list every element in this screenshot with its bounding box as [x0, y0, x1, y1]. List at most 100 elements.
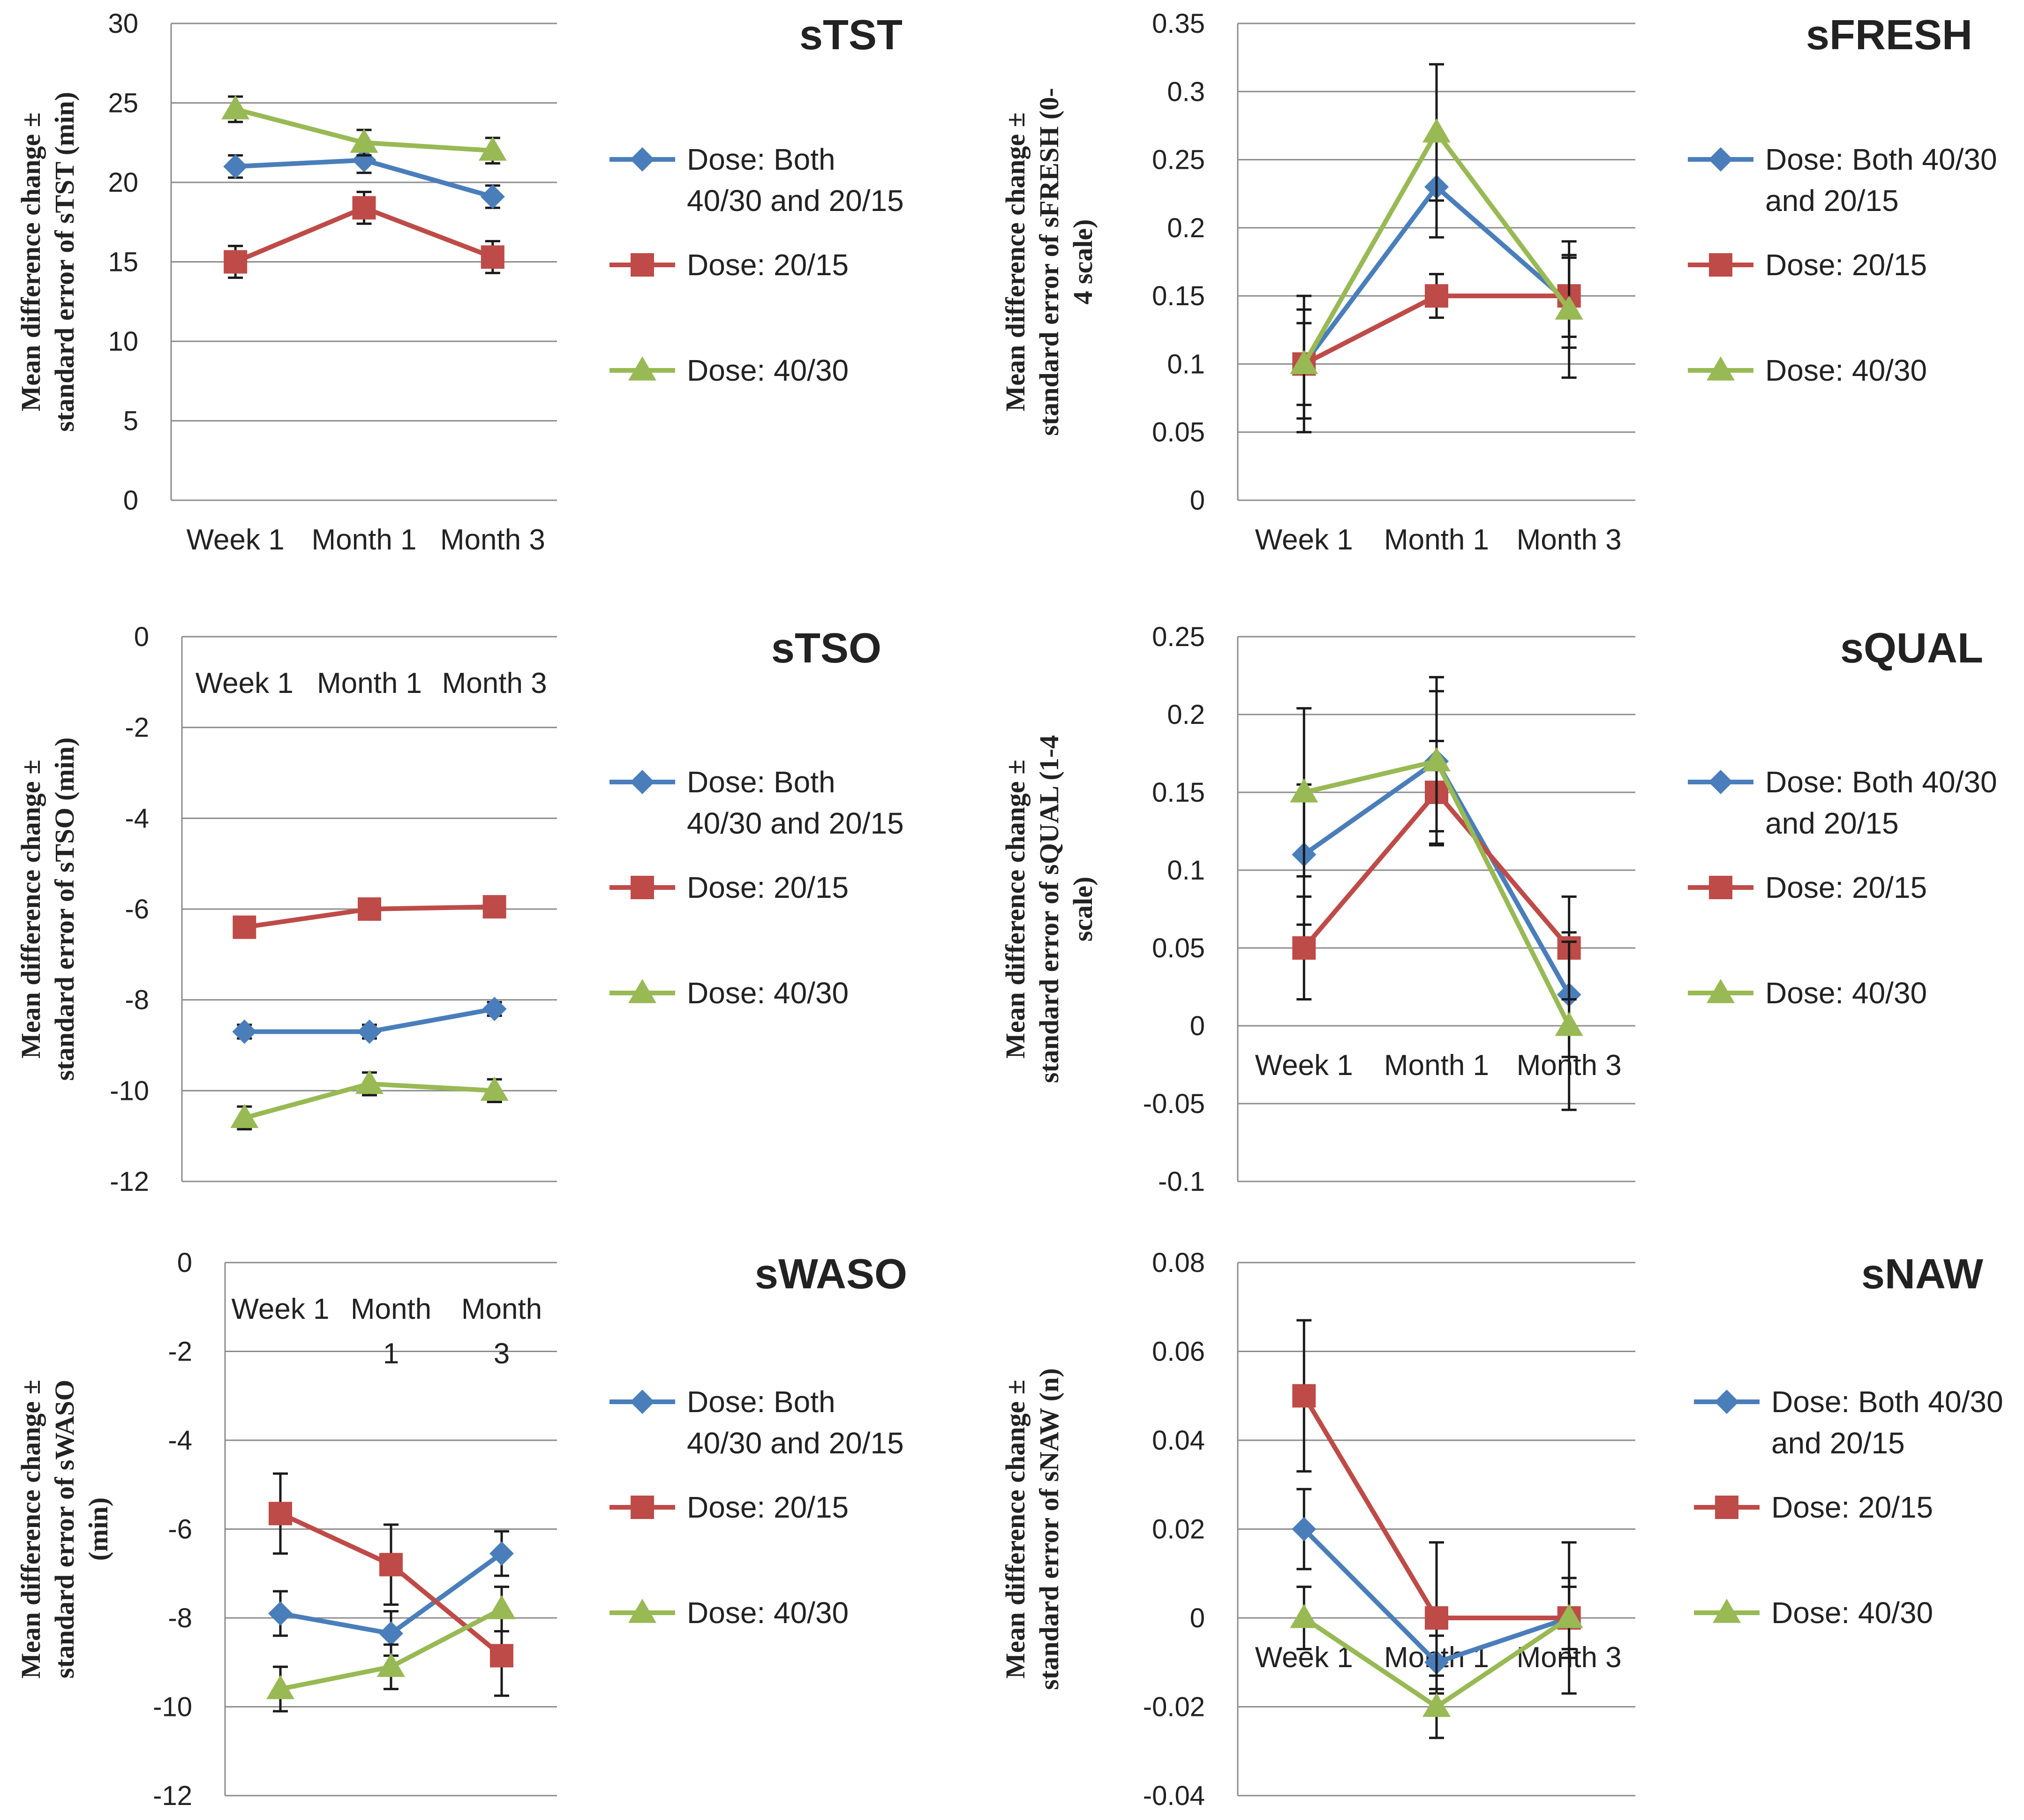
series-high	[1290, 676, 1583, 1111]
data-point	[230, 1104, 259, 1128]
y-tick-label: 15	[108, 247, 138, 278]
y-tick-label: 0	[1190, 485, 1205, 516]
y-axis-label: Mean difference change ±	[15, 113, 46, 412]
data-point	[224, 250, 248, 274]
legend-label: Dose: 40/30	[1771, 1596, 1933, 1630]
x-tick-label: Week 1	[187, 524, 285, 556]
y-tick-label: 0.05	[1152, 933, 1205, 963]
legend-item-low: Dose: 20/15	[609, 871, 849, 904]
legend-marker	[628, 979, 656, 1003]
series-low	[1292, 1319, 1581, 1695]
data-point	[358, 897, 381, 921]
data-point	[1422, 118, 1451, 143]
data-point	[1290, 350, 1318, 375]
legend-item-high: Dose: 40/30	[1694, 1596, 1933, 1630]
legend-label: Dose: 20/15	[687, 248, 849, 282]
legend-marker	[1715, 1390, 1739, 1414]
y-tick-label: 0.2	[1167, 213, 1205, 243]
x-tick-label: Month 3	[1517, 524, 1622, 556]
y-tick-label: 0.25	[1152, 622, 1205, 652]
y-tick-label: -4	[125, 803, 149, 834]
legend-item-high: Dose: 40/30	[1688, 976, 1927, 1010]
chart-panel-sTST: 0 5 10 15 20 25 30 Week 1 Month 1 Month 3 sTST Mean…	[15, 8, 904, 556]
data-point	[379, 1621, 403, 1646]
series-both	[268, 1530, 514, 1657]
x-tick-label: Week 1	[231, 1293, 329, 1325]
data-point	[478, 136, 507, 161]
y-axis-label: standard error of sTST (min)	[49, 92, 80, 432]
legend-label: Dose: Both 40/30	[1765, 765, 1997, 799]
y-tick-label: 0.1	[1167, 855, 1205, 886]
y-axis-label: Mean difference change ±	[1000, 113, 1031, 412]
data-point	[232, 1019, 257, 1044]
y-axis-label: standard error of sFRESH (0-	[1034, 88, 1064, 436]
data-point	[268, 1601, 293, 1626]
y-tick-label: -6	[168, 1514, 192, 1545]
legend-item-both: Dose: Both 40/30 and 20/15	[609, 765, 904, 840]
data-point	[233, 915, 256, 939]
data-point	[1555, 295, 1583, 320]
y-axis-label: Mean difference change ±	[1000, 1380, 1031, 1679]
legend-marker	[1707, 356, 1735, 381]
y-tick-label: 20	[108, 167, 138, 198]
legend-marker	[630, 1390, 655, 1414]
legend-marker	[631, 876, 654, 899]
legend-marker	[628, 1599, 656, 1623]
y-tick-label: 0.15	[1152, 281, 1205, 311]
chart-panel-sFRESH: 0 0.05 0.1 0.15 0.2 0.25 0.3 0.35 Week 1 Month 1 M…	[1000, 8, 1997, 556]
x-tick-label: Week 1	[196, 667, 293, 699]
legend-marker	[1709, 253, 1732, 277]
data-point	[480, 184, 505, 209]
data-point	[480, 1076, 509, 1101]
y-axis-label: Mean difference change ±	[1000, 760, 1031, 1059]
legend-item-high: Dose: 40/30	[609, 353, 849, 387]
legend-item-both: Dose: Both 40/30 and 20/15	[1688, 143, 1997, 218]
y-tick-label: 30	[108, 8, 138, 39]
legend-label: Dose: 20/15	[1765, 871, 1927, 904]
legend-label: and 20/15	[1765, 184, 1899, 218]
legend-label: Dose: Both 40/30	[1765, 143, 1997, 176]
x-tick-label: Month 1	[1384, 524, 1489, 556]
data-point	[377, 1653, 405, 1677]
series-high	[221, 95, 507, 165]
y-tick-label: -2	[168, 1337, 192, 1367]
legend-item-both: Dose: Both 40/30 and 20/15	[1688, 765, 1997, 840]
legend-label: Dose: 40/30	[687, 353, 849, 387]
y-axis-label: standard error of sNAW (n)	[1034, 1368, 1064, 1690]
y-tick-label: -12	[110, 1166, 149, 1197]
x-tick-label: Week 1	[1255, 524, 1353, 556]
y-tick-label: -4	[168, 1425, 192, 1456]
data-point	[352, 196, 376, 220]
legend-label: Dose: 20/15	[1771, 1490, 1933, 1524]
legend-marker	[1707, 979, 1735, 1003]
series-low	[224, 190, 504, 279]
y-tick-label: -10	[153, 1692, 192, 1722]
series-high	[230, 1069, 509, 1131]
y-tick-label: -6	[125, 894, 149, 925]
y-axis-label: Mean difference change ±	[15, 760, 46, 1059]
y-tick-label: 0.1	[1167, 349, 1205, 379]
y-tick-label: -0.04	[1143, 1781, 1205, 1811]
x-tick-label: 3	[494, 1338, 510, 1370]
legend-item-low: Dose: 20/15	[1694, 1490, 1933, 1524]
legend-label: Dose: Both	[687, 1385, 835, 1419]
data-point	[357, 1019, 382, 1044]
legend-label: Dose: 20/15	[687, 1490, 849, 1524]
y-tick-label: 0.08	[1152, 1248, 1205, 1278]
legend-item-both: Dose: Both 40/30 and 20/15	[1694, 1385, 2003, 1460]
data-point	[489, 1541, 514, 1566]
y-tick-label: 0	[1190, 1011, 1205, 1041]
legend-label: Dose: 40/30	[1765, 976, 1927, 1010]
legend-label: Dose: 40/30	[1765, 353, 1927, 387]
legend-marker	[630, 147, 655, 172]
x-tick-label: Month 1	[311, 524, 416, 556]
data-point	[379, 1553, 403, 1577]
x-tick-label: Week 1	[1255, 1049, 1353, 1082]
y-tick-label: -0.02	[1143, 1692, 1205, 1722]
legend-label: Dose: Both	[687, 143, 835, 176]
data-point	[1422, 1692, 1451, 1717]
data-point	[1292, 936, 1316, 960]
y-axis-label: standard error of sWASO	[49, 1380, 80, 1679]
data-point	[223, 154, 248, 179]
